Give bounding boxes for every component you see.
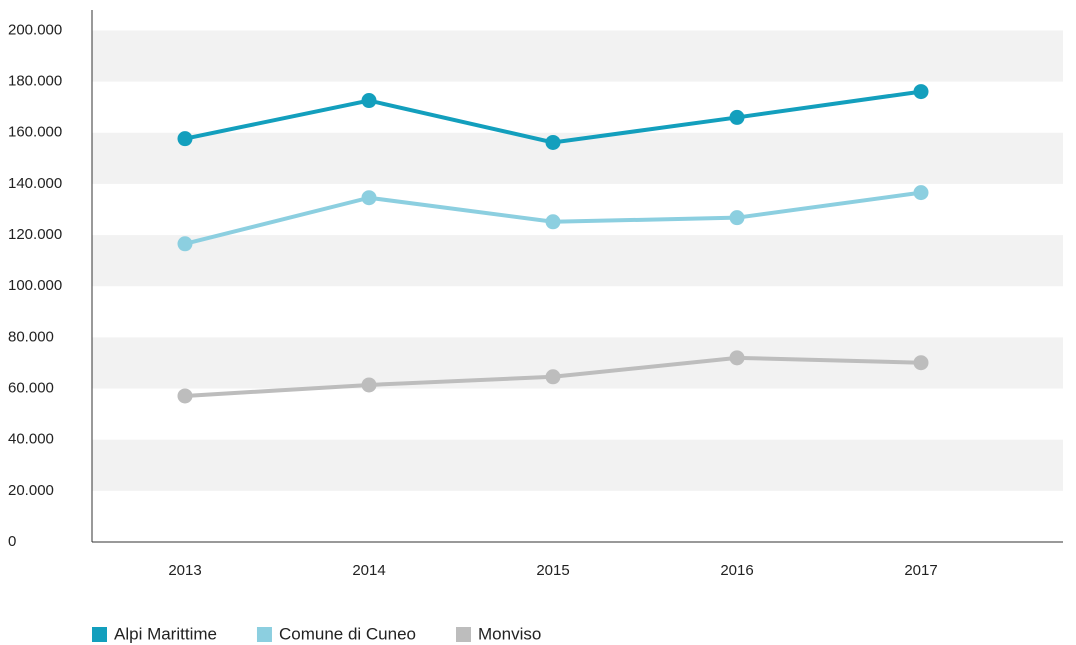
legend-label: Alpi Marittime: [114, 624, 217, 643]
data-point: [729, 210, 745, 226]
data-point: [177, 236, 193, 252]
legend-swatch: [456, 627, 471, 642]
grid-band: [92, 30, 1063, 82]
data-point: [177, 131, 193, 147]
y-tick-label: 100.000: [8, 277, 62, 294]
data-point: [913, 84, 929, 100]
y-tick-label: 160.000: [8, 124, 62, 141]
data-point: [361, 93, 377, 109]
data-point: [545, 134, 561, 150]
grid-band: [92, 132, 1063, 184]
data-point: [361, 190, 377, 206]
x-tick-label: 2015: [536, 562, 569, 579]
x-tick-label: 2016: [720, 562, 753, 579]
data-point: [177, 388, 193, 404]
data-point: [913, 185, 929, 201]
x-tick-label: 2017: [904, 562, 937, 579]
data-point: [545, 369, 561, 385]
x-tick-label: 2013: [168, 562, 201, 579]
data-point: [913, 355, 929, 371]
data-point: [729, 109, 745, 125]
y-tick-label: 0: [8, 533, 16, 550]
data-point: [729, 350, 745, 366]
y-tick-label: 60.000: [8, 380, 54, 397]
legend-swatch: [92, 627, 107, 642]
y-tick-label: 140.000: [8, 175, 62, 192]
legend-swatch: [256, 627, 272, 642]
y-tick-label: 80.000: [8, 328, 54, 345]
data-point: [361, 377, 377, 393]
legend-label: Comune di Cuneo: [279, 624, 416, 643]
legend-label: Monviso: [478, 624, 541, 643]
x-tick-label: 2014: [352, 562, 385, 579]
grid-band: [92, 439, 1063, 491]
y-tick-label: 40.000: [8, 431, 54, 448]
y-tick-label: 180.000: [8, 73, 62, 90]
y-tick-label: 20.000: [8, 482, 54, 499]
y-tick-label: 200.000: [8, 21, 62, 38]
grid-band: [92, 235, 1063, 287]
y-tick-label: 120.000: [8, 226, 62, 243]
data-point: [545, 214, 561, 230]
